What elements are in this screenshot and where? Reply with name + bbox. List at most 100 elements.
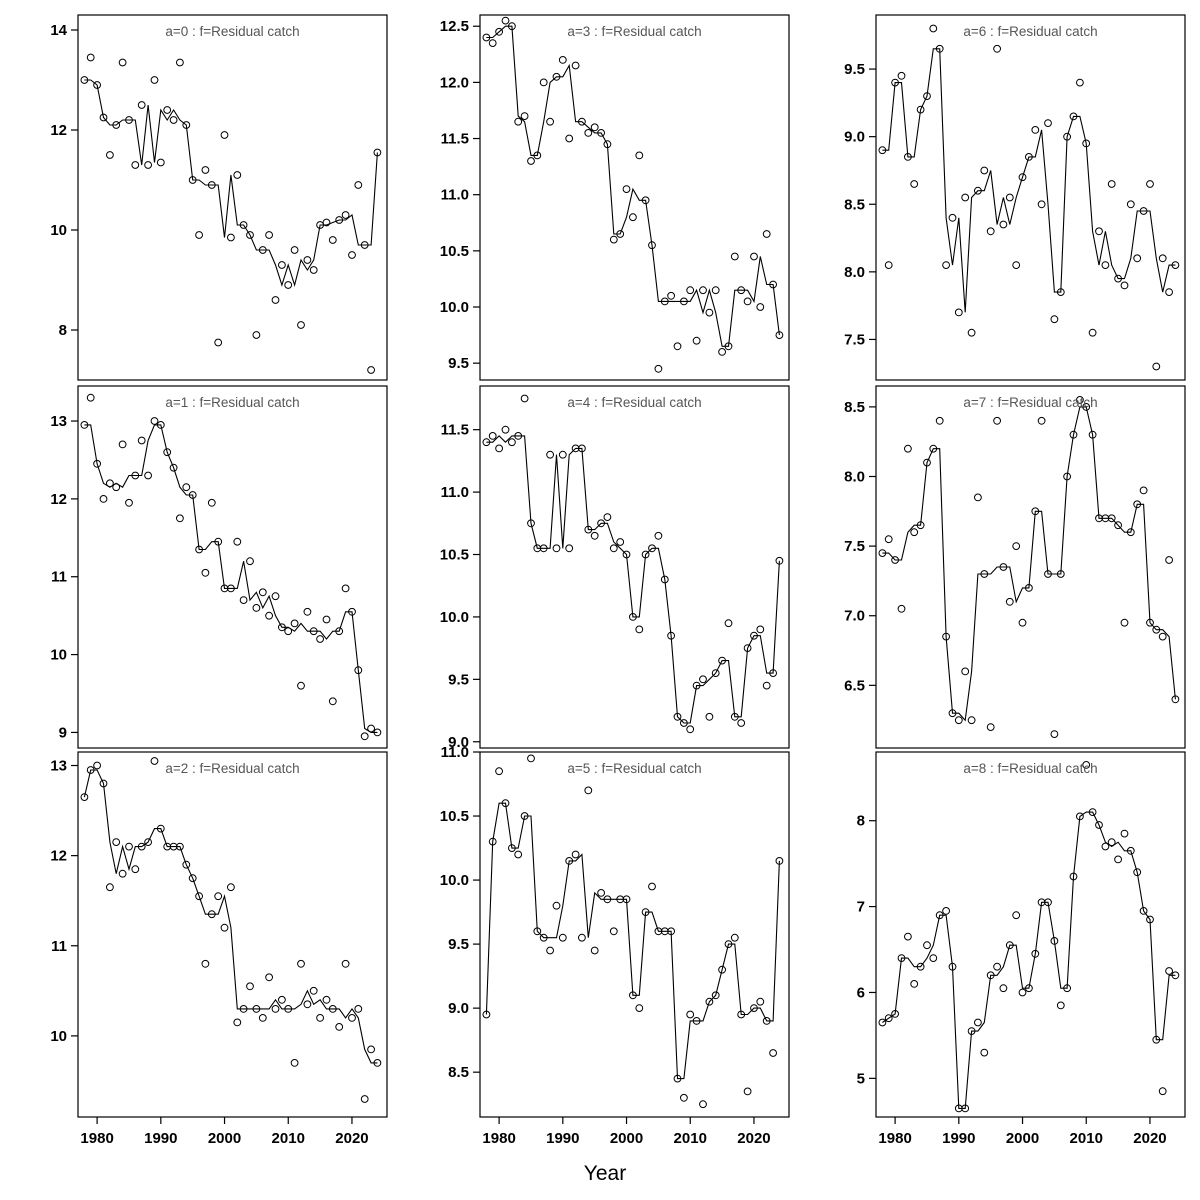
data-point — [1146, 618, 1154, 627]
y-tick-label: 8.5 — [844, 399, 865, 416]
data-point — [539, 544, 548, 553]
data-point — [891, 556, 899, 564]
data-point — [106, 883, 114, 892]
data-point — [724, 940, 733, 948]
fit-line — [84, 79, 378, 287]
panel-a8: 5 6 7 8 1980 1990 2000 2010 2020 a=8 : f=Residual… — [857, 751, 1186, 1147]
data-point — [699, 286, 707, 295]
data-point — [737, 286, 746, 295]
data-point — [942, 261, 950, 270]
data-point — [539, 78, 548, 87]
data-point — [622, 185, 631, 194]
data-point — [501, 16, 510, 25]
data-point — [904, 932, 912, 941]
data-point — [705, 308, 714, 317]
data-point — [961, 1104, 970, 1113]
data-point — [904, 444, 912, 453]
data-point — [622, 895, 631, 904]
data-point — [188, 874, 197, 883]
data-point — [935, 44, 944, 53]
data-point — [718, 656, 726, 665]
data-point — [316, 635, 325, 643]
data-point — [284, 281, 293, 289]
data-point — [1069, 112, 1078, 121]
data-point — [699, 1100, 707, 1109]
data-point — [1114, 521, 1122, 530]
data-point — [692, 336, 701, 345]
data-point — [316, 1014, 325, 1022]
data-point — [144, 161, 153, 169]
data-point — [246, 982, 254, 991]
data-point — [986, 227, 995, 236]
data-point — [252, 1005, 261, 1013]
data-point — [648, 882, 656, 891]
data-point — [1050, 937, 1059, 945]
data-point — [271, 1005, 280, 1013]
y-tick-label: 8.5 — [844, 196, 865, 213]
data-point — [1095, 821, 1103, 829]
data-point — [93, 81, 101, 89]
data-point — [188, 491, 197, 499]
data-point — [501, 425, 510, 434]
data-point — [207, 498, 216, 507]
data-point — [1133, 500, 1142, 509]
data-point — [603, 513, 612, 521]
data-point — [482, 1010, 491, 1019]
y-tick-label: 13 — [50, 758, 67, 775]
data-point — [150, 417, 159, 425]
data-point — [948, 213, 957, 222]
data-point — [718, 348, 726, 356]
data-point — [948, 709, 957, 718]
data-point — [993, 962, 1001, 971]
data-point — [118, 58, 127, 67]
data-point — [961, 667, 970, 676]
data-point — [1101, 261, 1110, 270]
data-point — [571, 61, 580, 70]
data-point — [488, 432, 497, 440]
data-point — [929, 444, 938, 453]
data-point — [616, 538, 625, 546]
data-point — [488, 837, 497, 846]
data-point — [246, 231, 254, 239]
data-point — [258, 246, 267, 254]
panel-box — [875, 385, 1186, 749]
data-point — [692, 681, 701, 690]
data-point — [648, 544, 656, 553]
y-tick-label: 12 — [50, 848, 67, 865]
data-point — [508, 844, 516, 852]
x-tick-label: 2020 — [1133, 1130, 1166, 1147]
y-tick-label: 9.5 — [448, 355, 469, 372]
data-points — [482, 754, 784, 1109]
data-point — [495, 444, 504, 453]
data-point — [322, 615, 331, 624]
data-point — [508, 22, 516, 31]
data-point — [1126, 846, 1135, 855]
data-point — [527, 519, 535, 528]
panel-title: a=4 : f=Residual catch — [567, 395, 701, 410]
x-tick-label: 2010 — [1070, 1130, 1103, 1147]
data-point — [214, 338, 223, 347]
data-point — [897, 71, 906, 80]
data-point — [718, 965, 726, 974]
data-point — [609, 235, 618, 244]
data-point — [769, 1049, 777, 1057]
data-point — [1101, 842, 1110, 851]
data-point — [220, 923, 229, 932]
data-point — [1082, 761, 1091, 769]
data-point — [923, 941, 931, 950]
y-tick-label: 11 — [51, 569, 67, 586]
data-point — [252, 331, 261, 339]
data-point — [1018, 618, 1027, 627]
data-point — [482, 33, 491, 42]
data-point — [80, 76, 89, 84]
panel-a0: 8 10 12 14 a=0 : f=Residual catch — [50, 14, 388, 381]
data-point — [686, 1010, 695, 1019]
data-point — [156, 421, 165, 429]
data-point — [278, 995, 286, 1004]
data-point — [1031, 125, 1040, 134]
data-point — [961, 193, 970, 202]
panel-box — [875, 14, 1186, 381]
data-point — [986, 723, 995, 731]
data-point — [284, 627, 293, 636]
